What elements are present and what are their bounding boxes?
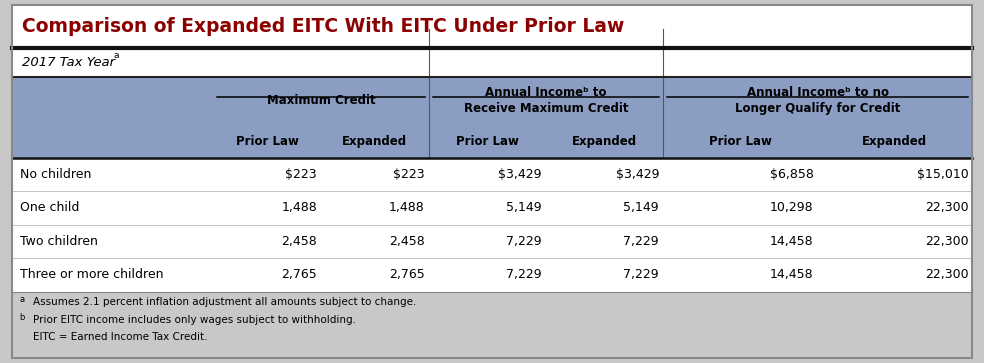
- Text: Prior Law: Prior Law: [456, 135, 519, 147]
- Text: 14,458: 14,458: [770, 235, 814, 248]
- Bar: [12, 48, 972, 77]
- Text: Annual Incomeᵇ to no
Longer Qualify for Credit: Annual Incomeᵇ to no Longer Qualify for …: [735, 86, 900, 115]
- Text: a: a: [113, 51, 119, 60]
- Text: $3,429: $3,429: [616, 168, 659, 181]
- Text: 1,488: 1,488: [389, 201, 425, 215]
- Text: 2,765: 2,765: [389, 268, 425, 281]
- Text: Prior Law: Prior Law: [236, 135, 299, 147]
- Text: $3,429: $3,429: [498, 168, 542, 181]
- Text: Expanded: Expanded: [342, 135, 407, 147]
- Bar: [12, 258, 972, 291]
- Text: Annual Incomeᵇ to
Receive Maximum Credit: Annual Incomeᵇ to Receive Maximum Credit: [463, 86, 628, 115]
- Bar: [12, 5, 972, 48]
- Text: Expanded: Expanded: [862, 135, 928, 147]
- Text: 7,229: 7,229: [624, 268, 659, 281]
- Text: 22,300: 22,300: [925, 201, 968, 215]
- Text: 1,488: 1,488: [281, 201, 317, 215]
- Text: Maximum Credit: Maximum Credit: [267, 94, 375, 107]
- Text: Two children: Two children: [20, 235, 97, 248]
- Text: 2,458: 2,458: [389, 235, 425, 248]
- Text: 5,149: 5,149: [624, 201, 659, 215]
- Text: 7,229: 7,229: [624, 235, 659, 248]
- Text: b: b: [20, 313, 25, 322]
- Text: $15,010: $15,010: [916, 168, 968, 181]
- Text: 2,765: 2,765: [281, 268, 317, 281]
- Text: 22,300: 22,300: [925, 235, 968, 248]
- Text: 5,149: 5,149: [506, 201, 542, 215]
- Text: No children: No children: [20, 168, 92, 181]
- Text: Prior EITC income includes only wages subject to withholding.: Prior EITC income includes only wages su…: [33, 315, 356, 325]
- Text: Assumes 2.1 percent inflation adjustment all amounts subject to change.: Assumes 2.1 percent inflation adjustment…: [33, 297, 417, 307]
- Bar: [12, 158, 972, 191]
- Text: Three or more children: Three or more children: [20, 268, 163, 281]
- Text: $223: $223: [393, 168, 425, 181]
- Text: Comparison of Expanded EITC With EITC Under Prior Law: Comparison of Expanded EITC With EITC Un…: [22, 17, 624, 36]
- Text: a: a: [20, 295, 25, 304]
- Text: 22,300: 22,300: [925, 268, 968, 281]
- Text: 7,229: 7,229: [506, 235, 542, 248]
- Text: Prior Law: Prior Law: [708, 135, 771, 147]
- Text: Expanded: Expanded: [572, 135, 637, 147]
- Text: 10,298: 10,298: [770, 201, 814, 215]
- Bar: [12, 191, 972, 225]
- Text: $223: $223: [285, 168, 317, 181]
- Text: $6,858: $6,858: [769, 168, 814, 181]
- Text: 2017 Tax Year: 2017 Tax Year: [22, 56, 115, 69]
- Bar: [12, 225, 972, 258]
- Text: 14,458: 14,458: [770, 268, 814, 281]
- Text: One child: One child: [20, 201, 79, 215]
- Text: 7,229: 7,229: [506, 268, 542, 281]
- Bar: [12, 77, 972, 158]
- Text: 2,458: 2,458: [281, 235, 317, 248]
- Text: EITC = Earned Income Tax Credit.: EITC = Earned Income Tax Credit.: [33, 332, 208, 342]
